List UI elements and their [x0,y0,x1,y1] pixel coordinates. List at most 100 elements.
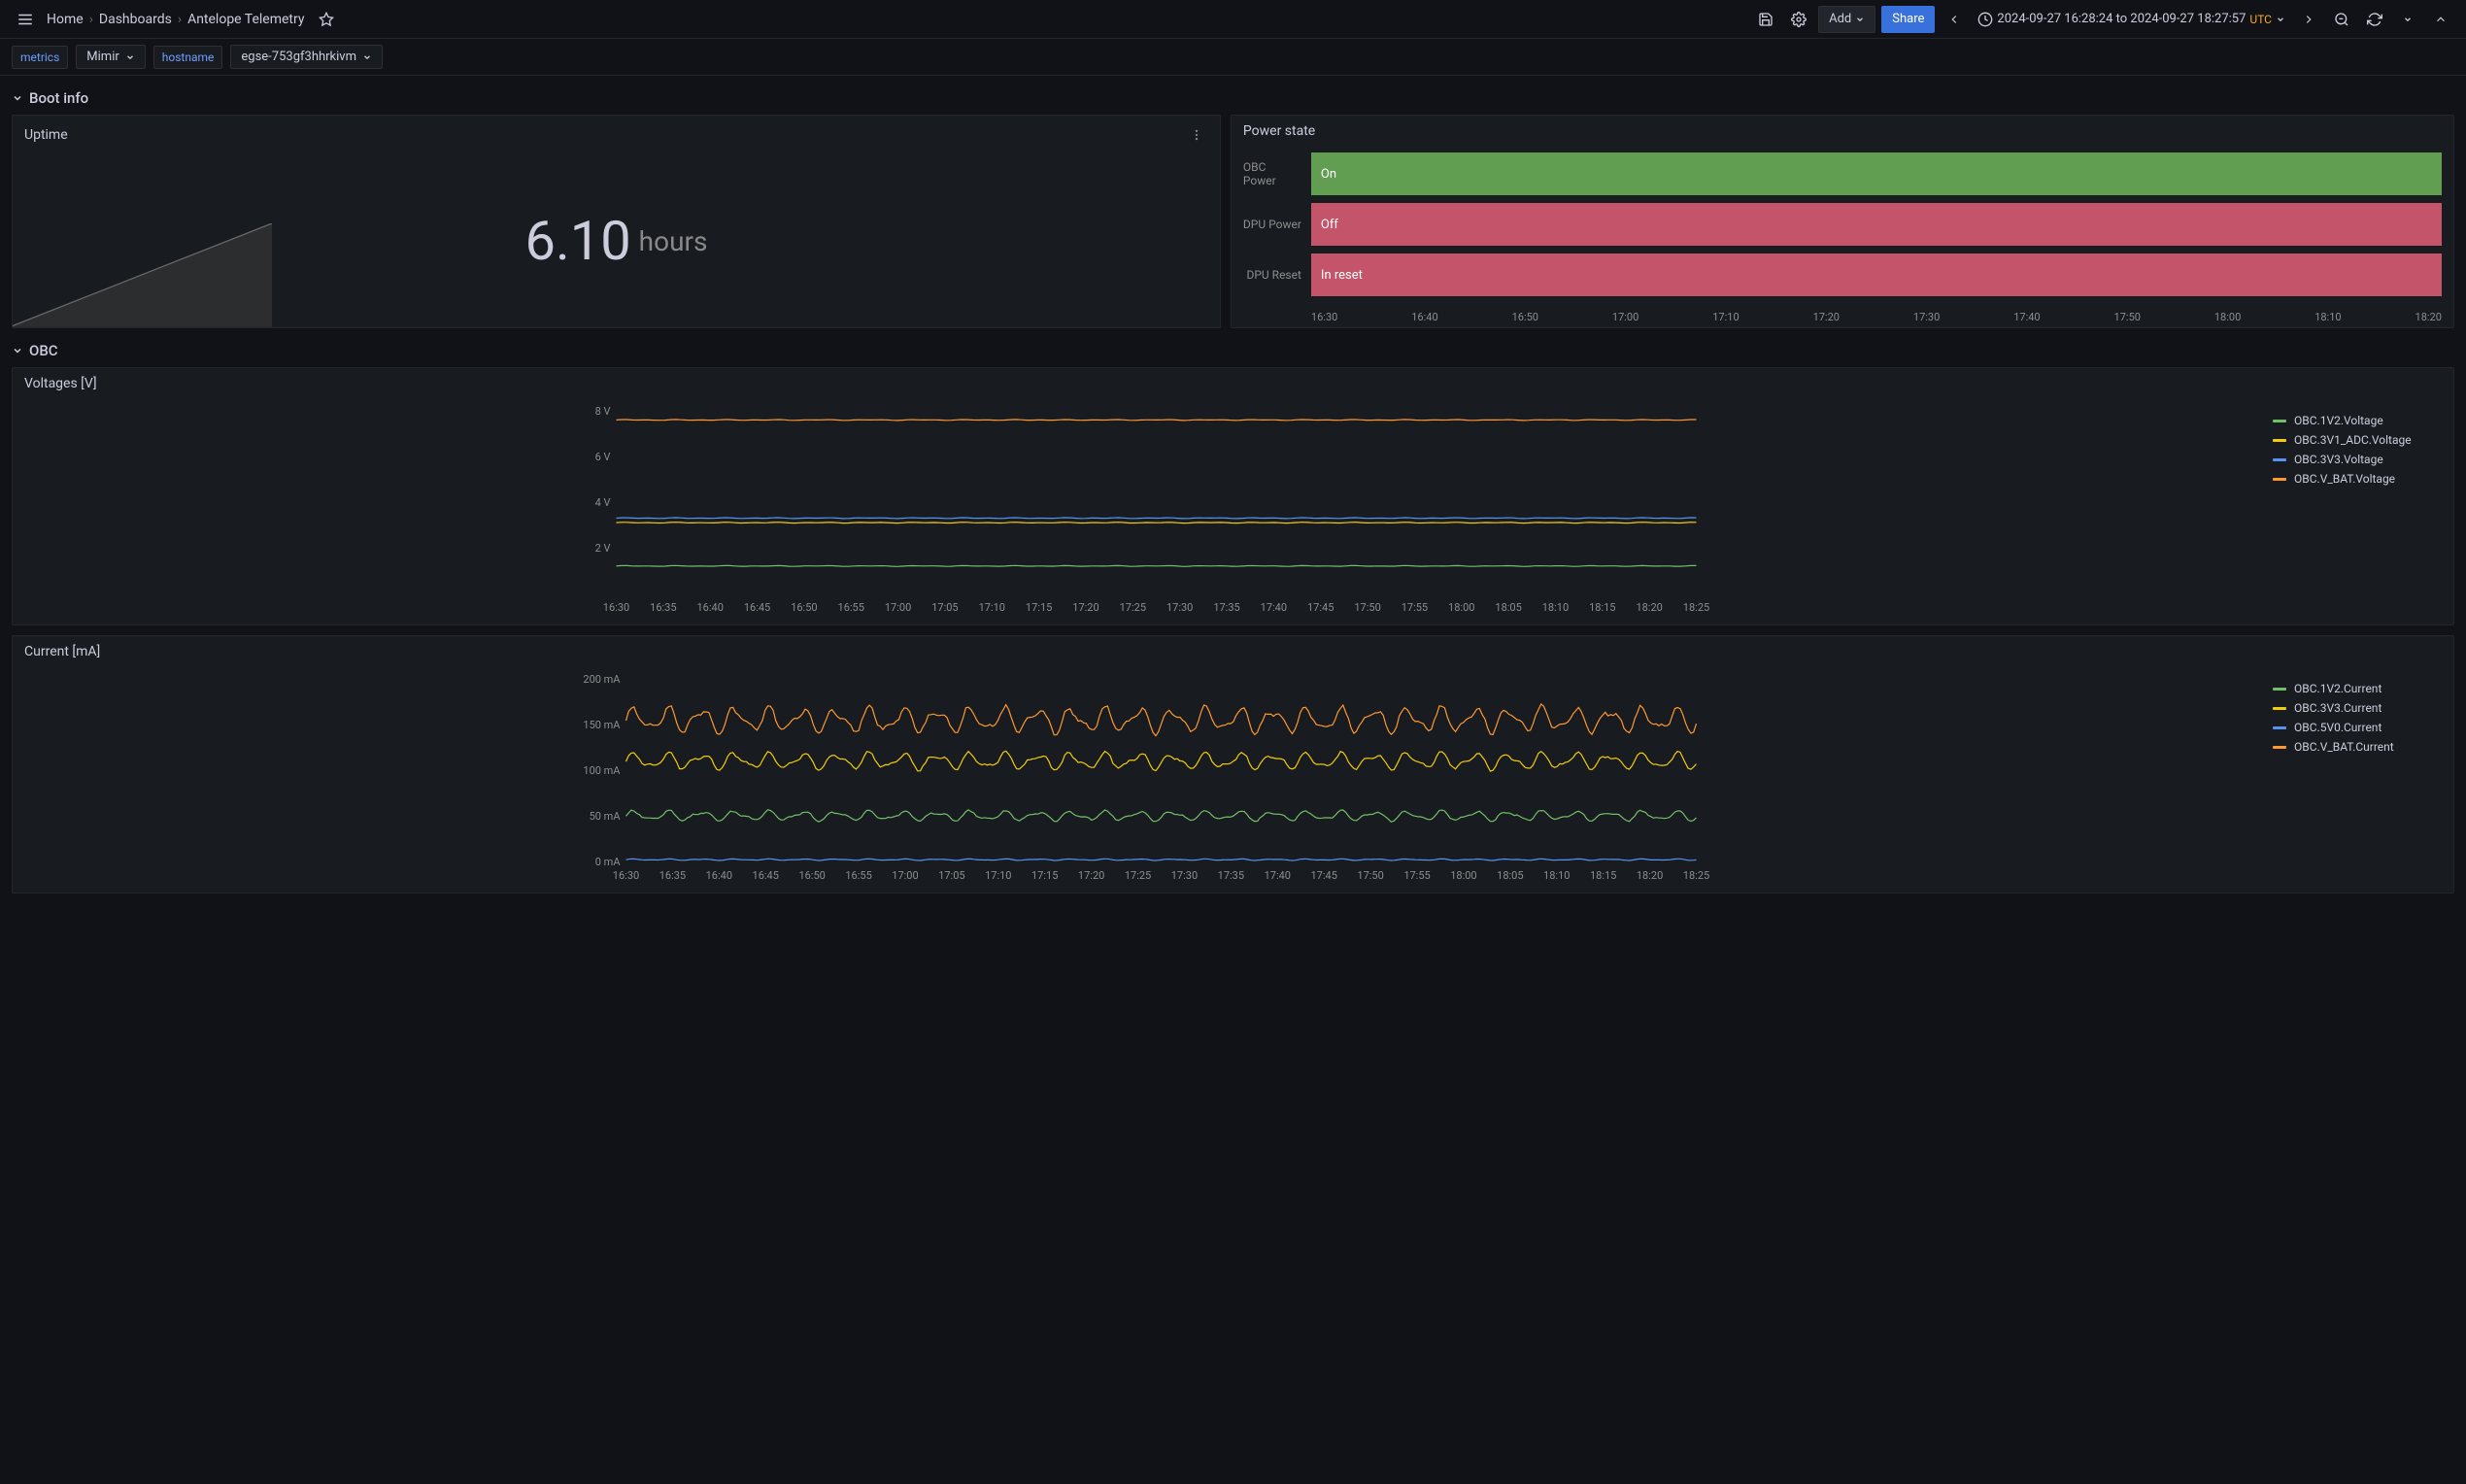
legend-item[interactable]: OBC.1V2.Current [2273,679,2442,698]
timezone-label: UTC [2249,13,2272,26]
refresh-icon[interactable] [2361,6,2388,33]
prev-time-icon[interactable] [1941,6,1968,33]
svg-text:16:30: 16:30 [603,601,629,614]
currents-legend: OBC.1V2.Current OBC.3V3.Current OBC.5V0.Cu… [2257,671,2442,885]
legend-swatch [2273,707,2286,710]
gear-icon[interactable] [1785,6,1812,33]
breadcrumb-sep: › [89,12,93,27]
panel-menu-icon[interactable] [1185,123,1208,147]
var-value-hostname: egse-753gf3hhrkivm [241,50,356,64]
power-row: DPU PowerOff [1243,203,2442,246]
chevron-down-icon [362,52,372,62]
breadcrumb-home[interactable]: Home [47,12,84,27]
breadcrumb-dashboards[interactable]: Dashboards [99,12,172,27]
section-title: Boot info [29,89,88,107]
breadcrumb: Home › Dashboards › Antelope Telemetry [47,12,305,27]
axis-tick: 16:50 [1512,311,1538,323]
legend-item[interactable]: OBC.V_BAT.Current [2273,737,2442,757]
legend-item[interactable]: OBC.1V2.Voltage [2273,411,2442,430]
svg-text:17:40: 17:40 [1265,869,1291,882]
svg-text:17:55: 17:55 [1402,601,1428,614]
star-icon[interactable] [313,6,340,33]
svg-text:17:40: 17:40 [1261,601,1287,614]
collapse-icon[interactable] [2427,6,2454,33]
time-range-text: 2024-09-27 16:28:24 to 2024-09-27 18:27:… [1993,12,2249,26]
svg-text:18:20: 18:20 [1636,601,1662,614]
var-select-hostname[interactable]: egse-753gf3hhrkivm [230,45,383,69]
section-boot-info[interactable]: Boot info [12,82,2454,115]
power-row-label: OBC Power [1243,152,1311,195]
axis-tick: 18:20 [2415,311,2442,323]
svg-text:0 mA: 0 mA [595,856,622,868]
svg-text:18:10: 18:10 [1542,601,1569,614]
top-toolbar: Home › Dashboards › Antelope Telemetry A… [0,0,2466,39]
chevron-down-icon [12,92,23,104]
power-row: DPU ResetIn reset [1243,253,2442,296]
legend-label: OBC.3V3.Current [2294,701,2382,715]
legend-swatch [2273,478,2286,481]
voltages-chart[interactable]: 2 V4 V6 V8 V16:3016:3516:4016:4516:5016:… [24,403,2257,617]
power-row-bar: In reset [1311,253,2442,296]
panel-title-text: Voltages [V] [24,376,97,391]
svg-text:17:05: 17:05 [931,601,958,614]
axis-tick: 17:30 [1913,311,1940,323]
svg-text:17:20: 17:20 [1078,869,1104,882]
zoom-out-icon[interactable] [2328,6,2355,33]
svg-text:18:25: 18:25 [1683,869,1709,882]
next-time-icon[interactable] [2295,6,2322,33]
svg-text:17:15: 17:15 [1026,601,1052,614]
legend-item[interactable]: OBC.3V3.Voltage [2273,450,2442,469]
legend-item[interactable]: OBC.V_BAT.Voltage [2273,469,2442,489]
svg-text:17:50: 17:50 [1357,869,1383,882]
add-button-label: Add [1829,12,1851,26]
legend-item[interactable]: OBC.5V0.Current [2273,718,2442,737]
time-picker[interactable]: 2024-09-27 16:28:24 to 2024-09-27 18:27:… [1974,6,2289,33]
legend-label: OBC.V_BAT.Voltage [2294,472,2395,486]
svg-text:16:35: 16:35 [659,869,686,882]
var-label-metrics: metrics [12,46,68,69]
svg-text:150 mA: 150 mA [583,719,621,731]
axis-tick: 18:10 [2314,311,2341,323]
svg-text:16:55: 16:55 [838,601,864,614]
axis-tick: 17:40 [2013,311,2040,323]
svg-text:17:25: 17:25 [1125,869,1151,882]
legend-swatch [2273,439,2286,442]
svg-text:17:10: 17:10 [979,601,1005,614]
svg-text:18:05: 18:05 [1497,869,1523,882]
legend-item[interactable]: OBC.3V1_ADC.Voltage [2273,430,2442,450]
var-select-metrics[interactable]: Mimir [76,45,145,69]
axis-tick: 17:10 [1712,311,1739,323]
breadcrumb-page[interactable]: Antelope Telemetry [187,12,304,27]
legend-label: OBC.3V3.Voltage [2294,453,2383,466]
breadcrumb-sep: › [178,12,182,27]
section-obc[interactable]: OBC [12,334,2454,367]
uptime-sparkline [13,223,272,327]
chevron-down-icon [2276,15,2285,24]
legend-label: OBC.1V2.Current [2294,682,2382,695]
uptime-value: 6.10 [524,209,630,273]
svg-text:50 mA: 50 mA [590,810,622,823]
panel-power-state: Power state OBC PowerOnDPU PowerOffDPU R… [1231,115,2454,328]
save-icon[interactable] [1752,6,1779,33]
svg-text:17:00: 17:00 [885,601,911,614]
axis-tick: 16:30 [1311,311,1337,323]
refresh-interval-dropdown[interactable] [2394,6,2421,33]
svg-text:16:50: 16:50 [798,869,825,882]
svg-text:17:10: 17:10 [985,869,1011,882]
svg-text:18:00: 18:00 [1450,869,1476,882]
add-button[interactable]: Add [1818,6,1875,33]
share-button[interactable]: Share [1881,6,1935,33]
menu-icon[interactable] [12,6,39,33]
currents-chart[interactable]: 0 mA50 mA100 mA150 mA200 mA16:3016:3516:… [24,671,2257,885]
svg-text:17:20: 17:20 [1072,601,1098,614]
svg-text:16:55: 16:55 [845,869,871,882]
axis-tick: 17:00 [1612,311,1638,323]
axis-tick: 18:00 [2214,311,2241,323]
legend-label: OBC.5V0.Current [2294,721,2382,734]
legend-item[interactable]: OBC.3V3.Current [2273,698,2442,718]
svg-text:17:45: 17:45 [1307,601,1334,614]
svg-text:17:00: 17:00 [892,869,918,882]
panel-uptime: Uptime 6.10 hours [12,115,1221,328]
svg-text:16:45: 16:45 [753,869,779,882]
svg-text:16:30: 16:30 [613,869,639,882]
